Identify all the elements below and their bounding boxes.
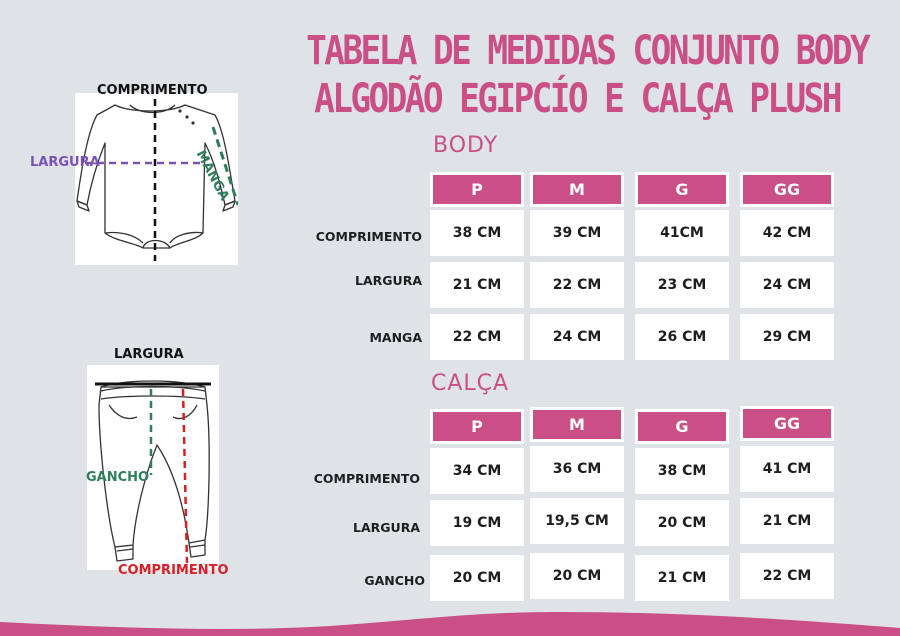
calca-size-m-header: M [530,407,624,442]
calca-cell: 20 CM [635,500,729,546]
body-cell: 21 CM [430,262,524,308]
onesie-icon [76,99,240,261]
calca-cell: 21 CM [740,498,834,544]
page-title-line-2: ALGODÃO EGIPCÍO E CALÇA PLUSH [314,76,842,122]
body-cell: 22 CM [530,262,624,308]
body-row-label-comprimento: COMPRIMENTO [315,229,422,244]
body-size-gg-header: GG [740,172,834,207]
calca-section-title: CALÇA [431,371,510,396]
body-cell: 22 CM [430,314,524,360]
body-cell: 24 CM [530,314,624,360]
calca-cell: 36 CM [530,446,624,492]
calca-gancho-label: GANCHO [86,470,150,485]
body-comprimento-label: COMPRIMENTO [97,83,208,98]
body-cell: 42 CM [740,210,834,256]
body-row-label-largura: LARGURA [355,273,422,288]
body-size-m-header: M [530,172,624,207]
body-size-p-header: P [430,172,524,207]
body-cell: 29 CM [740,314,834,360]
body-cell: 38 CM [430,210,524,256]
body-cell: 23 CM [635,262,729,308]
calca-cell: 34 CM [430,448,524,494]
calca-largura-label: LARGURA [114,347,184,362]
calca-illustration [87,365,219,570]
body-row-label-manga: MANGA [369,330,422,345]
calca-cell: 19 CM [430,500,524,546]
body-cell: 39 CM [530,210,624,256]
body-largura-label: LARGURA [30,155,100,170]
calca-cell: 20 CM [530,553,624,599]
calca-row-label-comprimento: COMPRIMENTO [313,471,420,486]
calca-cell: 20 CM [430,555,524,601]
calca-size-g-header: G [635,409,729,444]
calca-size-p-header: P [430,409,524,444]
body-section-title: BODY [433,133,499,158]
calca-row-label-gancho: GANCHO [364,573,425,588]
page-title-line-1: TABELA DE MEDIDAS CONJUNTO BODY [306,28,871,74]
calca-cell: 41 CM [740,446,834,492]
calca-row-label-largura: LARGURA [353,520,420,535]
pants-icon [95,380,211,564]
body-cell: 26 CM [635,314,729,360]
calca-cell: 38 CM [635,448,729,494]
calca-comprimento-label: COMPRIMENTO [118,563,229,578]
body-illustration [75,93,240,265]
body-cell: 41CM [635,210,729,256]
body-cell: 24 CM [740,262,834,308]
calca-cell: 22 CM [740,553,834,599]
calca-size-gg-header: GG [740,406,834,441]
calca-cell: 21 CM [635,555,729,601]
calca-cell: 19,5 CM [530,498,624,544]
body-size-g-header: G [635,172,729,207]
